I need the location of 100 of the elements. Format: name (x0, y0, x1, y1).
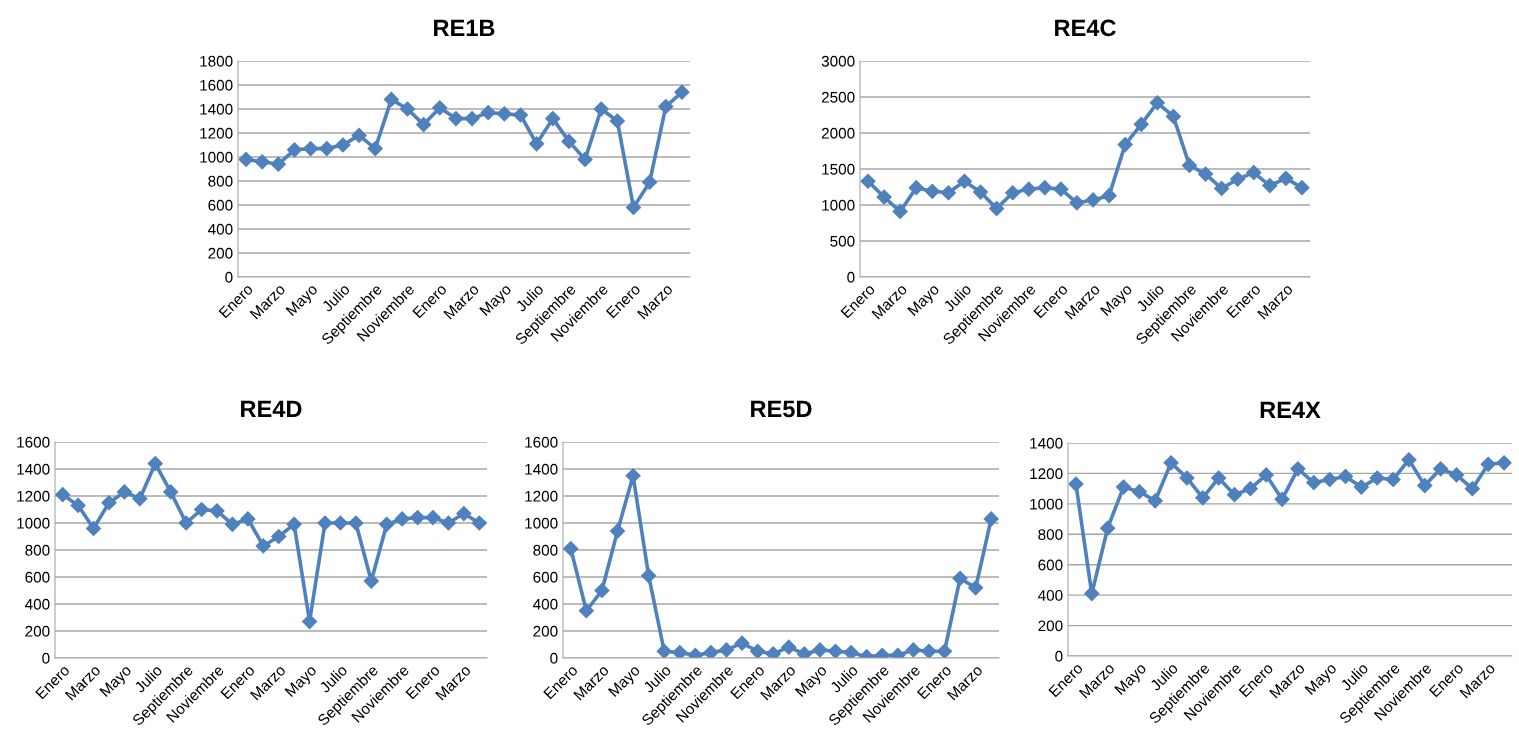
point (448, 111, 464, 127)
point (1197, 166, 1214, 182)
y-tick-label: 1200 (1030, 468, 1063, 480)
point (796, 646, 812, 658)
point (1179, 470, 1195, 486)
point (656, 643, 672, 658)
point (319, 141, 335, 157)
y-tick-label: 400 (208, 223, 233, 235)
point (625, 199, 642, 215)
point (956, 173, 973, 189)
point (1448, 467, 1465, 483)
point (1242, 481, 1258, 497)
point (892, 203, 908, 220)
chart-title: RE4D (241, 400, 302, 417)
point (1258, 467, 1274, 483)
point (399, 101, 416, 117)
point (641, 568, 657, 584)
y-tick-label: 500 (830, 235, 855, 247)
point (303, 141, 319, 157)
point (496, 106, 512, 122)
y-tick-label: 1000 (1030, 498, 1063, 510)
point (1226, 487, 1243, 503)
point (317, 515, 333, 531)
point (968, 580, 984, 596)
point (827, 643, 844, 658)
y-tick-label: 1800 (200, 55, 233, 67)
point (860, 173, 876, 189)
y-tick-label: 0 (1055, 650, 1063, 662)
point (1417, 478, 1433, 494)
point (132, 491, 148, 507)
point (464, 111, 480, 127)
point (718, 642, 735, 658)
point (55, 487, 71, 503)
point (1306, 474, 1322, 491)
y-tick-label: 1000 (17, 517, 50, 529)
point (593, 101, 609, 117)
point (240, 511, 256, 527)
y-tick-label: 1200 (17, 490, 50, 502)
point (1290, 461, 1306, 477)
chart-title: RE5D (751, 400, 812, 418)
y-tick-label: 400 (25, 598, 50, 610)
point (989, 201, 1005, 217)
y-tick-label: 1600 (200, 79, 233, 91)
y-tick-label: 800 (1038, 529, 1063, 540)
point (379, 516, 395, 532)
y-tick-label: 200 (1038, 620, 1063, 632)
point (1085, 192, 1101, 208)
point (1214, 180, 1230, 197)
point (1278, 170, 1294, 186)
point (577, 151, 593, 167)
point (1147, 493, 1163, 509)
point (1496, 455, 1512, 471)
point (609, 113, 625, 129)
point (1353, 479, 1369, 495)
y-tick-label: 200 (208, 247, 233, 259)
y-tick-label: 600 (1038, 559, 1063, 571)
point (658, 99, 674, 115)
point (456, 505, 472, 522)
y-tick-label: 1000 (525, 517, 558, 529)
point (410, 510, 426, 526)
point (563, 541, 579, 557)
point (70, 497, 86, 514)
point (1163, 455, 1179, 471)
point (1385, 471, 1401, 488)
point (940, 185, 956, 201)
point (1165, 108, 1181, 125)
y-tick-label: 2000 (821, 127, 855, 139)
y-tick-label: 1400 (200, 103, 233, 115)
point (432, 100, 448, 116)
point (1068, 476, 1084, 492)
point (1401, 452, 1417, 468)
y-tick-label: 2500 (821, 91, 855, 103)
point (1084, 586, 1100, 602)
point (672, 645, 688, 658)
point (194, 501, 210, 518)
point (1181, 157, 1198, 173)
y-tick-label: 3000 (821, 55, 855, 67)
point (425, 510, 441, 526)
y-tick-label: 200 (533, 625, 558, 637)
point (1337, 468, 1354, 485)
point (1369, 470, 1385, 486)
point (1133, 116, 1149, 132)
point (1021, 181, 1037, 197)
point (936, 643, 953, 658)
y-tick-label: 1400 (1030, 437, 1063, 449)
point (1480, 456, 1496, 472)
point (351, 127, 367, 143)
point (924, 183, 940, 199)
point (734, 635, 750, 651)
point (765, 646, 781, 658)
point (147, 456, 163, 472)
point (335, 137, 351, 153)
y-tick-label: 600 (533, 571, 558, 583)
point (209, 503, 225, 519)
point (1464, 481, 1480, 497)
y-tick-label: 800 (533, 544, 558, 556)
point (952, 570, 968, 586)
point (1115, 479, 1132, 495)
y-tick-label: 600 (25, 571, 50, 583)
point (1131, 484, 1147, 500)
